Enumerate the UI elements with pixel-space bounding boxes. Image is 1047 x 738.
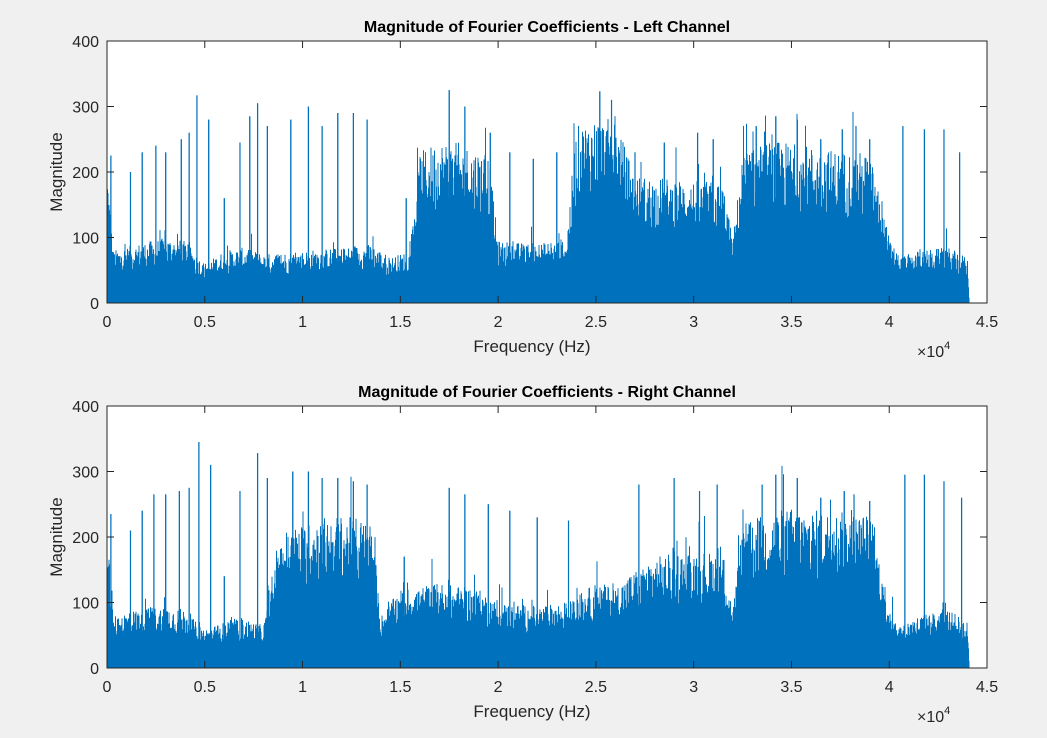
y-tick-label: 300 xyxy=(72,465,99,482)
x-multiplier-base: ×10 xyxy=(917,344,944,361)
y-axis-label: Magnitude xyxy=(47,497,66,576)
x-tick-label: 4 xyxy=(885,679,894,696)
x-tick-label: 0 xyxy=(103,679,112,696)
y-tick-label: 400 xyxy=(72,34,99,51)
x-tick-label: 3.5 xyxy=(780,314,802,331)
x-tick-label: 1 xyxy=(298,314,307,331)
x-tick-label: 3 xyxy=(689,679,698,696)
x-tick-label: 4 xyxy=(885,314,894,331)
x-tick-label: 2 xyxy=(494,314,503,331)
x-multiplier-label: ×104 xyxy=(917,340,950,361)
y-tick-label: 0 xyxy=(90,661,99,678)
x-tick-label: 2 xyxy=(494,679,503,696)
x-tick-label: 4.5 xyxy=(976,679,998,696)
x-tick-label: 1.5 xyxy=(389,314,411,331)
x-tick-label: 0 xyxy=(103,314,112,331)
x-multiplier-exponent: 4 xyxy=(944,340,950,352)
x-tick-label: 4.5 xyxy=(976,314,998,331)
x-axis-label: Frequency (Hz) xyxy=(473,702,590,721)
x-multiplier-base: ×10 xyxy=(917,709,944,726)
axes-left-channel: Magnitude of Fourier Coefficients - Left… xyxy=(47,19,998,361)
y-tick-label: 200 xyxy=(72,530,99,547)
y-tick-label: 400 xyxy=(72,399,99,416)
x-tick-label: 2.5 xyxy=(585,679,607,696)
x-tick-label: 3 xyxy=(689,314,698,331)
x-axis-label: Frequency (Hz) xyxy=(473,337,590,356)
x-tick-label: 1 xyxy=(298,679,307,696)
y-tick-label: 300 xyxy=(72,100,99,117)
axes-right-channel: Magnitude of Fourier Coefficients - Righ… xyxy=(47,384,998,726)
x-tick-label: 3.5 xyxy=(780,679,802,696)
x-tick-label: 2.5 xyxy=(585,314,607,331)
x-multiplier-label: ×104 xyxy=(917,705,950,726)
chart-title: Magnitude of Fourier Coefficients - Left… xyxy=(364,19,730,36)
x-tick-label: 0.5 xyxy=(194,679,216,696)
y-axis-label: Magnitude xyxy=(47,132,66,211)
y-tick-label: 100 xyxy=(72,231,99,248)
y-tick-label: 200 xyxy=(72,165,99,182)
y-tick-label: 0 xyxy=(90,296,99,313)
y-tick-label: 100 xyxy=(72,596,99,613)
chart-title: Magnitude of Fourier Coefficients - Righ… xyxy=(358,384,736,401)
x-multiplier-exponent: 4 xyxy=(944,705,950,717)
x-tick-label: 0.5 xyxy=(194,314,216,331)
x-tick-label: 1.5 xyxy=(389,679,411,696)
